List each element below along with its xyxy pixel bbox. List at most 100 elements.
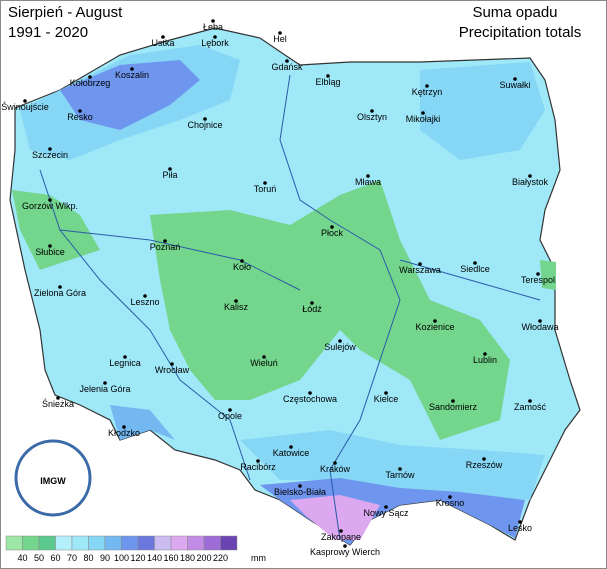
city-dot [256, 459, 260, 463]
city-label: Kętrzyn [412, 87, 443, 97]
city-label: Kozienice [415, 322, 454, 332]
legend-label: 70 [67, 553, 77, 563]
city-dot [366, 174, 370, 178]
city-dot [513, 77, 517, 81]
legend-label: 50 [34, 553, 44, 563]
city-dot [161, 35, 165, 39]
city-dot [518, 520, 522, 524]
city-label: Łeba [203, 22, 223, 32]
subtitle: Precipitation totals [459, 24, 582, 41]
city-dot [213, 35, 217, 39]
logo: IMGW [14, 439, 92, 517]
city-dot [163, 239, 167, 243]
city-dot [48, 244, 52, 248]
legend-label: 80 [83, 553, 93, 563]
city-label: Kraków [320, 464, 351, 474]
city-dot [370, 109, 374, 113]
city-dot [298, 484, 302, 488]
city-label: Rzeszów [466, 460, 503, 470]
city-dot [528, 399, 532, 403]
city-label: Zamość [514, 402, 547, 412]
city-label: Sulejów [324, 342, 356, 352]
city-label: Świnoujście [1, 101, 49, 112]
city-dot [433, 319, 437, 323]
city-label: Wrocław [155, 365, 190, 375]
legend-label: 160 [163, 553, 178, 563]
city-label: Płock [321, 228, 344, 238]
city-dot [482, 457, 486, 461]
legend-swatch [203, 535, 221, 551]
city-label: Racibórz [240, 462, 276, 472]
city-label: Lesko [508, 523, 532, 533]
subtitle: Suma opadu [472, 4, 557, 21]
city-dot [122, 425, 126, 429]
city-label: Słubice [35, 247, 65, 257]
city-dot [448, 495, 452, 499]
city-dot [538, 319, 542, 323]
legend-unit: mm [251, 553, 266, 563]
city-label: Ustka [151, 38, 174, 48]
city-dot [528, 174, 532, 178]
city-label: Piła [162, 170, 177, 180]
legend-label: 220 [213, 553, 228, 563]
city-dot [103, 381, 107, 385]
legend-swatch [104, 535, 122, 551]
legend-label: 180 [180, 553, 195, 563]
city-dot [338, 339, 342, 343]
city-label: Białystok [512, 177, 549, 187]
city-dot [78, 109, 82, 113]
city-dot [48, 147, 52, 151]
city-label: Legnica [109, 358, 141, 368]
city-label: Włodawa [521, 322, 558, 332]
city-label: Elbląg [315, 77, 340, 87]
legend-label: 90 [100, 553, 110, 563]
city-dot [285, 59, 289, 63]
city-label: Kołobrzeg [70, 78, 111, 88]
period: 1991 - 2020 [8, 24, 88, 41]
legend-swatch [88, 535, 106, 551]
city-dot [289, 445, 293, 449]
rivers [39, 74, 541, 541]
city-dot [143, 294, 147, 298]
city-dot [262, 355, 266, 359]
city-label: Kasprowy Wierch [310, 547, 380, 557]
city-label: Suwałki [499, 80, 530, 90]
city-label: Jelenia Góra [79, 384, 130, 394]
legend-swatch [5, 535, 23, 551]
logo-text: IMGW [40, 476, 66, 486]
city-dot [48, 198, 52, 202]
legend-swatch [121, 535, 139, 551]
city-label: Sandomierz [429, 402, 478, 412]
legend-label: 200 [196, 553, 211, 563]
city-label: Gorzów Wlkp. [22, 201, 78, 211]
city-label: Leszno [130, 297, 159, 307]
city-label: Koszalin [115, 70, 149, 80]
city-dot [308, 391, 312, 395]
city-label: Śnieżka [42, 398, 74, 409]
city-label: Olsztyn [357, 112, 387, 122]
city-dot [384, 505, 388, 509]
city-label: Terespol [521, 275, 555, 285]
city-label: Bielsko-Biała [274, 487, 326, 497]
legend-label: 40 [17, 553, 27, 563]
city-dot [234, 299, 238, 303]
legend-swatch [137, 535, 155, 551]
city-label: Chojnice [187, 120, 222, 130]
title: Sierpień - August [8, 4, 123, 21]
city-dot [240, 259, 244, 263]
titles: Sierpień - August 1991 - 2020 Suma opadu… [8, 4, 581, 41]
city-dot [425, 84, 429, 88]
city-dot [330, 225, 334, 229]
city-label: Resko [67, 112, 93, 122]
city-dot [168, 167, 172, 171]
city-dot [170, 362, 174, 366]
city-dot [343, 544, 347, 548]
legend-swatch [55, 535, 73, 551]
city-dot [23, 99, 27, 103]
city-dot [483, 352, 487, 356]
city-label: Nowy Sącz [363, 508, 409, 518]
city-dot [228, 408, 232, 412]
city-dot [398, 467, 402, 471]
city-dot [203, 117, 207, 121]
